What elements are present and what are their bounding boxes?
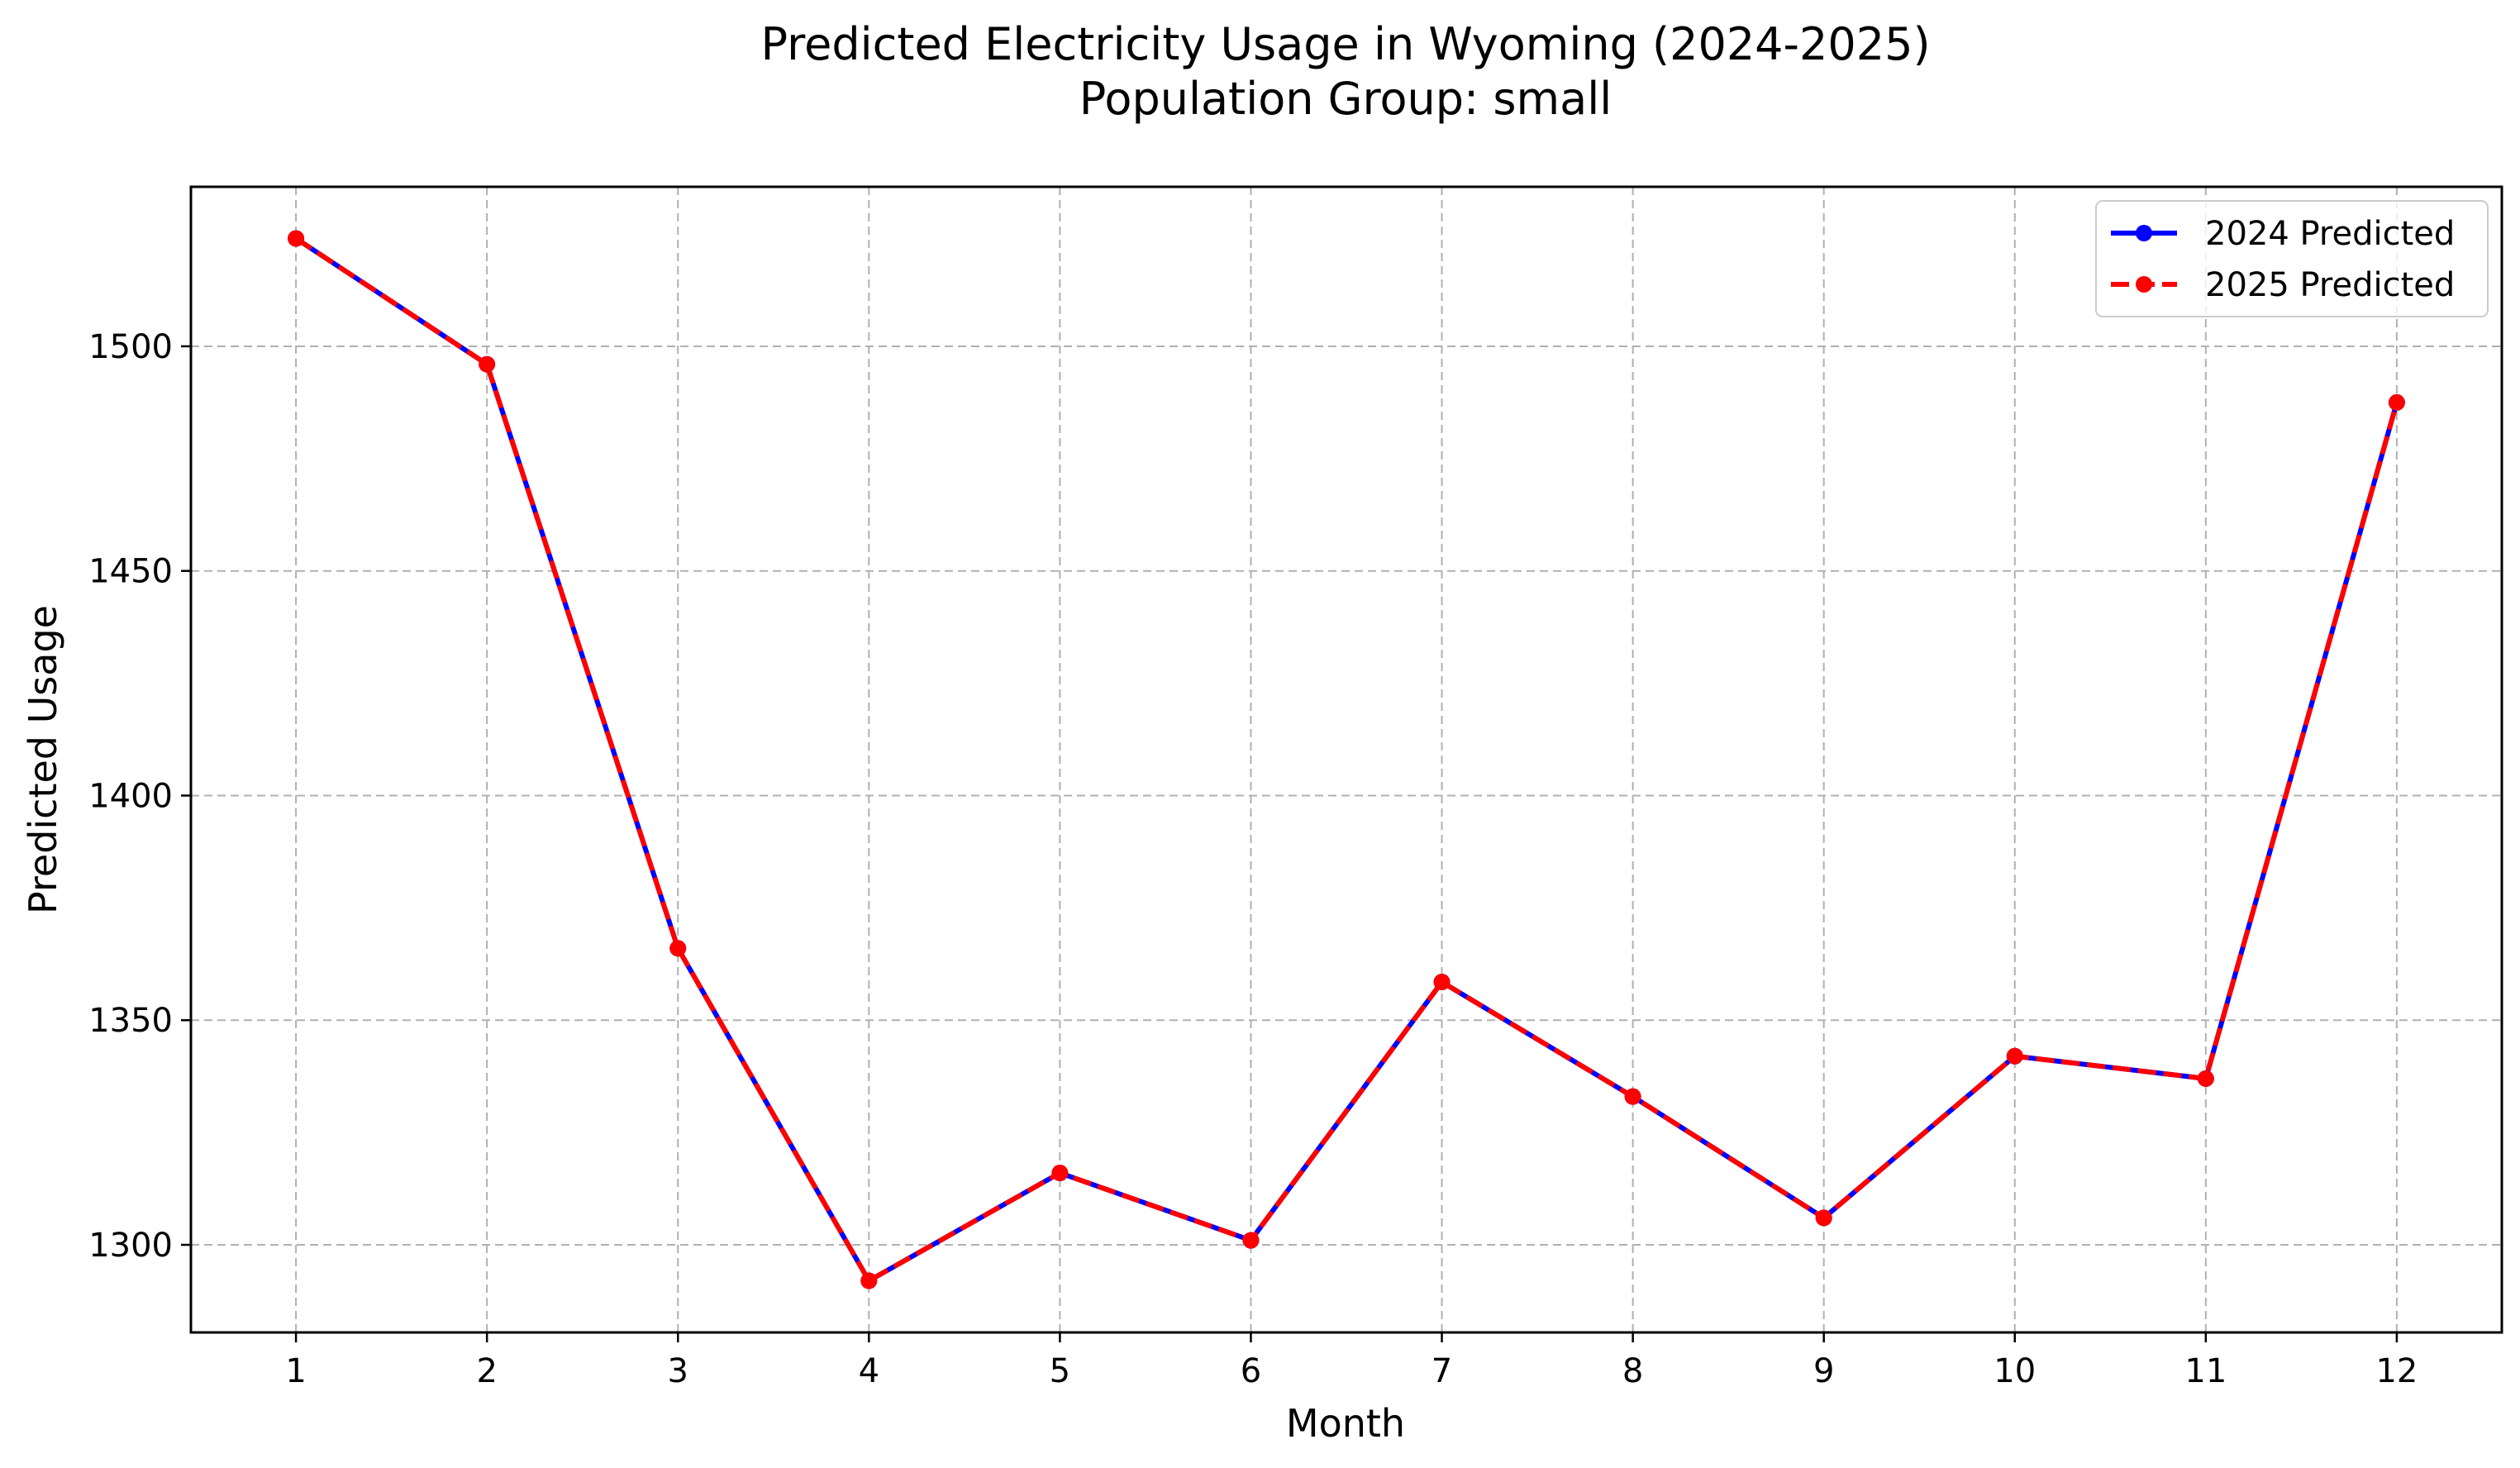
chart-subtitle: Population Group: small bbox=[1079, 73, 1612, 125]
data-point bbox=[1242, 1232, 1260, 1249]
y-tick-label: 1450 bbox=[88, 553, 173, 591]
y-axis: 1300 1350 1400 1450 1500 bbox=[88, 328, 191, 1265]
legend: 2024 Predicted 2025 Predicted bbox=[2095, 200, 2489, 317]
grid bbox=[191, 187, 2502, 1332]
data-point bbox=[1051, 1165, 1069, 1182]
x-tick-label: 10 bbox=[1994, 1352, 2036, 1390]
legend-label-2025: 2025 Predicted bbox=[2205, 266, 2455, 304]
data-point bbox=[2006, 1047, 2023, 1065]
series-layer bbox=[288, 230, 2405, 1289]
y-tick-label: 1300 bbox=[88, 1227, 173, 1265]
data-point bbox=[1624, 1088, 1641, 1105]
data-point bbox=[1815, 1209, 1832, 1227]
data-point bbox=[860, 1272, 878, 1289]
legend-label-2024: 2024 Predicted bbox=[2205, 215, 2455, 253]
data-point bbox=[2197, 1070, 2214, 1087]
data-point bbox=[288, 230, 305, 247]
data-point bbox=[479, 355, 496, 373]
data-point bbox=[669, 940, 687, 957]
plot-area bbox=[191, 187, 2502, 1332]
x-tick-label: 8 bbox=[1622, 1352, 1643, 1390]
x-axis: 1 2 3 4 5 6 7 8 9 10 11 12 bbox=[285, 1332, 2418, 1390]
x-tick-label: 4 bbox=[859, 1352, 879, 1390]
y-tick-label: 1500 bbox=[88, 328, 173, 366]
x-tick-label: 9 bbox=[1813, 1352, 1834, 1390]
legend-box bbox=[2095, 200, 2489, 317]
data-point bbox=[1433, 974, 1451, 991]
legend-marker-2025 bbox=[2136, 276, 2152, 293]
series-line-2 bbox=[294, 236, 2399, 1284]
chart-title: Predicted Electricity Usage in Wyoming (… bbox=[760, 18, 1930, 70]
y-tick-label: 1400 bbox=[88, 777, 173, 815]
x-tick-label: 5 bbox=[1050, 1352, 1070, 1390]
x-axis-label: Month bbox=[1286, 1401, 1405, 1446]
x-tick-label: 3 bbox=[668, 1352, 688, 1390]
legend-marker-2024 bbox=[2136, 225, 2152, 241]
x-tick-label: 7 bbox=[1431, 1352, 1452, 1390]
x-tick-label: 11 bbox=[2184, 1352, 2227, 1390]
plot-frame bbox=[189, 185, 2503, 1334]
y-axis-label: Predicted Usage bbox=[21, 605, 65, 914]
data-point bbox=[2388, 393, 2405, 411]
x-tick-label: 2 bbox=[476, 1352, 497, 1390]
x-tick-label: 12 bbox=[2375, 1352, 2418, 1390]
x-tick-label: 1 bbox=[285, 1352, 306, 1390]
y-tick-label: 1350 bbox=[88, 1002, 173, 1040]
x-tick-label: 6 bbox=[1241, 1352, 1261, 1390]
